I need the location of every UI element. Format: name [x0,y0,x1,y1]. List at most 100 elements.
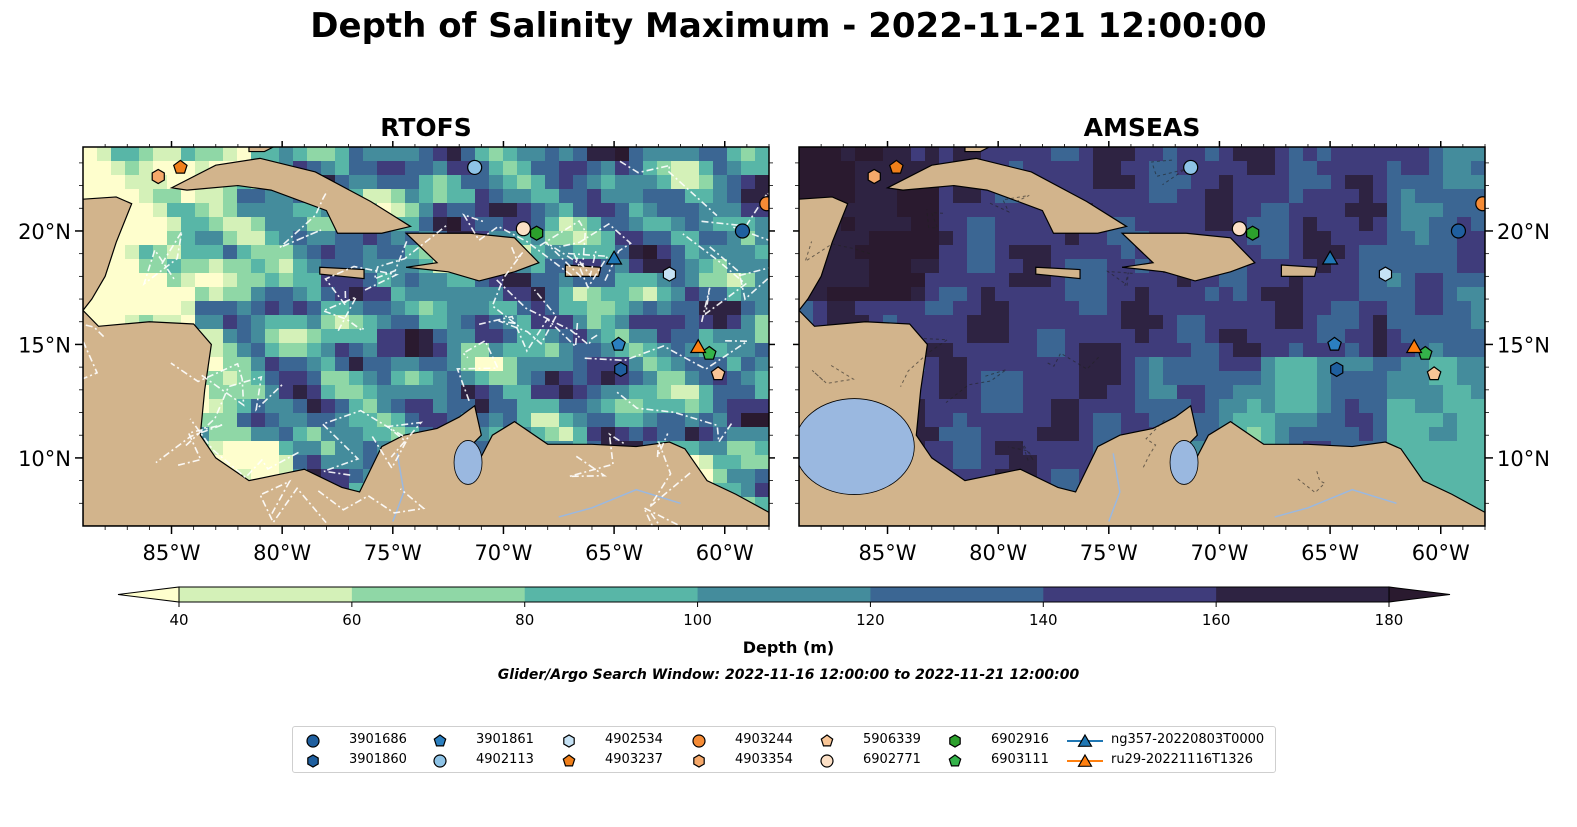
platform-marker-3901686 [734,223,751,239]
platform-marker-4903244 [759,196,769,212]
landmass [169,157,413,234]
lat-tick-label: 15°N [1497,333,1550,357]
figure-title: Depth of Salinity Maximum - 2022-11-21 1… [310,6,1267,46]
lon-tick-label: 85°W [859,541,917,565]
eddy-contour [491,246,524,328]
platform-marker-4902113 [467,159,483,176]
rtofs-eddy-contours [83,160,769,526]
amseas-map-frame [798,146,1486,527]
colorbar-segment [1043,587,1217,602]
amseas-bathymetry-contours [804,159,1326,494]
landmass [885,157,1129,234]
landmass [564,264,602,277]
colorbar-segment [697,587,871,602]
legend-marker-6903111 [948,754,962,767]
platform-marker-6902771 [515,221,531,237]
legend-marker-ng357-20220803T0000 [1077,733,1093,747]
lon-tick-label: 65°W [1301,541,1359,565]
platform-marker-ng357-20220803T0000 [1321,250,1339,265]
river [558,488,681,518]
lat-tick-label: 10°N [18,447,71,471]
platform-marker-3901861 [1327,336,1342,351]
legend-marker-3901860 [307,754,319,768]
platform-marker-4903244 [1475,196,1485,212]
lon-tick-label: 60°W [1412,541,1470,565]
eddy-contour [320,295,364,333]
eddy-contour [701,191,769,242]
lake [799,398,915,495]
legend-marker-4903237 [562,754,576,767]
landmass [1120,232,1256,282]
platform-marker-4903354 [867,168,881,185]
legend-label: 4903244 [735,732,793,747]
eddy-contour [155,423,224,466]
colorbar-segment [524,587,699,602]
eddy-contour [498,289,558,345]
legend-marker-4903244 [692,734,706,748]
eddy-contour [279,190,328,249]
legend-marker-4902113 [433,754,447,768]
eddy-contour [371,421,424,470]
eddy-contour [317,488,426,514]
landmass [319,266,365,280]
colorbar-tick-label: 60 [342,611,361,629]
landmass [964,147,990,153]
legend-label: 4902534 [605,732,663,747]
legend-label: ru29-20221116T1326 [1111,752,1254,767]
colorbar-tick-label: 100 [683,611,712,629]
landmass [404,232,540,282]
rtofs-panel-title: RTOFS [380,113,472,142]
legend-label: 3901860 [349,752,407,767]
eddy-contour [619,160,718,217]
landmass [799,309,1485,526]
amseas-land [799,147,1485,526]
platform-marker-6902916 [1245,225,1260,241]
legend-label: 4903237 [605,752,663,767]
colorbar-segment [179,587,353,602]
platform-marker-5906339 [710,366,726,381]
lon-tick-label: 75°W [364,541,422,565]
lon-tick-label: 70°W [1190,541,1248,565]
lake [453,440,483,485]
lon-tick-label: 75°W [1080,541,1138,565]
amseas-map-panel: 85°W 80°W 75°W 70°W 65°W 60°W 20°N 15°N 10°N [793,141,1550,565]
legend-label: 3901861 [476,732,534,747]
eddy-contour [185,375,284,447]
lat-tick-label: 20°N [1497,220,1550,244]
river [1108,453,1121,522]
legend-label: 6902916 [991,732,1049,747]
river [1274,488,1397,518]
legend-label: 6902771 [863,752,921,767]
rtofs-axis-ticks: 85°W 80°W 75°W 70°W 65°W 60°W 20°N 15°N 10°N [18,141,775,565]
legend-label: 4903354 [735,752,793,767]
landmass [248,147,274,153]
bathymetry-contour [1297,470,1326,494]
bathymetry-contour [900,338,949,387]
eddy-contour [642,506,682,526]
eddy-contour [321,409,405,476]
colorbar-tick-label: 40 [169,611,188,629]
colorbar-extend-low [117,586,180,603]
eddy-contour [496,279,599,347]
bathymetry-contour [926,209,944,229]
legend-marker-3901861 [433,734,447,747]
eddy-contour [478,315,579,353]
eddy-contour [615,390,733,445]
eddy-contour [584,340,750,371]
rtofs-land [83,147,769,526]
bathymetry-contour [1151,159,1186,186]
platform-marker-6902771 [1231,221,1247,237]
eddy-contour [83,323,105,380]
eddy-contour [461,213,573,277]
bathymetry-contour [811,363,855,384]
landmass [83,309,769,526]
landmass [83,196,133,312]
landmass [1035,266,1081,280]
lon-tick-label: 70°W [474,541,532,565]
lon-tick-label: 80°W [969,541,1027,565]
eddy-contour [682,233,747,323]
colorbar-tick-label: 180 [1375,611,1404,629]
eddy-contour [142,231,183,286]
eddy-contour [456,339,500,402]
